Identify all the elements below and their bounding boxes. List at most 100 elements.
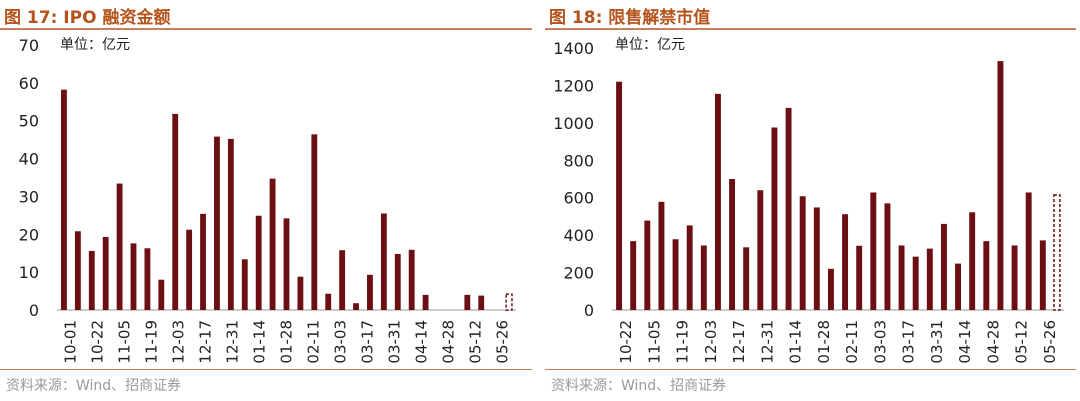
bar [464, 294, 471, 310]
bar [644, 220, 651, 310]
lockup-expiry-panel: 图 18: 限售解禁市值 单位：亿元 0 200 400 600 800 1000 1200 1… [545, 0, 1080, 401]
x-tick-label: 03-31 [386, 320, 404, 364]
x-tick-label: 12-03 [702, 320, 720, 364]
footer-rule [545, 369, 1076, 370]
bar [926, 248, 933, 310]
y-tick-label: 70 [19, 36, 39, 55]
bar [367, 274, 373, 310]
x-tick-label: 03-31 [928, 320, 946, 364]
ipo-financing-chart: 单位：亿元 0 10 20 30 40 50 60 70 10-01 10-22 11-05 11-19… [19, 36, 516, 364]
bar [898, 245, 905, 310]
x-tick-label: 11-19 [143, 320, 161, 364]
y-tick-label: 1200 [553, 76, 594, 95]
bar [144, 248, 151, 310]
bar [743, 247, 750, 310]
bar [200, 213, 206, 310]
bar [616, 81, 623, 310]
x-tick-label: 04-14 [956, 320, 974, 364]
bar [856, 245, 863, 310]
x-tick-label: 05-26 [494, 320, 512, 364]
bar [88, 250, 95, 310]
bar [757, 190, 764, 310]
x-tick-label: 03-03 [871, 320, 889, 364]
x-tick-label: 10-22 [89, 320, 107, 364]
x-tick-label: 04-28 [984, 320, 1002, 364]
title-rule [545, 28, 1076, 30]
bar [283, 218, 290, 310]
figure-title: 图 18: 限售解禁市值 [549, 8, 711, 28]
y-tick-label: 50 [19, 112, 39, 131]
bar [339, 250, 346, 310]
bar [658, 201, 665, 310]
bar [1039, 240, 1046, 310]
bar [61, 89, 67, 310]
y-tick-label: 30 [19, 187, 39, 206]
bar [686, 225, 693, 310]
bar [870, 192, 877, 310]
bar-forecast [1053, 194, 1061, 311]
bar [1025, 192, 1032, 310]
x-tick-label: 12-03 [170, 320, 188, 364]
x-tick-label: 03-03 [332, 320, 350, 364]
x-tick-label: 02-11 [843, 320, 861, 364]
bar [353, 303, 359, 310]
bar [227, 138, 234, 310]
bar [255, 215, 262, 310]
x-tick-label: 04-28 [440, 320, 458, 364]
x-tick-label: 02-11 [305, 320, 323, 364]
x-tick-label: 11-05 [645, 320, 663, 364]
bar [408, 249, 415, 310]
x-tick-label: 01-14 [787, 320, 805, 364]
bar [394, 253, 401, 310]
x-tick-label: 04-14 [413, 320, 431, 364]
y-tick-label: 600 [563, 189, 594, 208]
title-rule [0, 28, 532, 30]
bar [102, 236, 109, 310]
bar [969, 212, 976, 310]
bar [912, 256, 919, 310]
bar [325, 293, 332, 310]
bar [630, 241, 637, 310]
bar [116, 183, 123, 310]
lockup-expiry-chart: 单位：亿元 0 200 400 600 800 1000 1200 1400 10-22 11-05… [553, 37, 1064, 364]
x-tick-label: 05-12 [467, 320, 485, 364]
x-tick-label: 03-17 [900, 320, 918, 364]
bar [269, 178, 276, 310]
bar [297, 276, 304, 310]
y-tick-label: 0 [29, 301, 39, 320]
bar [771, 127, 778, 310]
source-note: 资料来源：Wind、招商证券 [6, 378, 182, 394]
bar [241, 259, 248, 310]
bar [158, 279, 165, 310]
bar [997, 61, 1004, 310]
bar [186, 229, 193, 310]
x-tick-label: 11-19 [674, 320, 692, 364]
y-tick-label: 40 [19, 150, 39, 169]
x-tick-label: 01-14 [251, 320, 269, 364]
footer-rule [0, 369, 532, 370]
x-tick-label: 10-01 [62, 320, 80, 364]
bar [729, 179, 736, 310]
x-tick-label: 12-17 [197, 320, 215, 364]
bar [74, 231, 81, 310]
bar [380, 213, 387, 310]
y-tick-label: 20 [19, 225, 39, 244]
y-tick-label: 400 [563, 226, 594, 245]
y-tick-label: 0 [584, 301, 594, 320]
bar [214, 136, 220, 310]
bar [422, 294, 429, 310]
y-tick-label: 60 [19, 74, 39, 93]
bar [130, 243, 137, 310]
bar [714, 93, 721, 310]
bar [311, 134, 318, 310]
x-tick-label: 12-31 [224, 320, 242, 364]
y-tick-label: 10 [19, 263, 39, 282]
bar [1011, 245, 1018, 310]
y-tick-label: 800 [563, 151, 594, 170]
figure-title: 图 17: IPO 融资金额 [4, 8, 171, 28]
y-tick-label: 200 [563, 264, 594, 283]
ipo-financing-panel: 图 17: IPO 融资金额 单位：亿元 0 10 20 30 40 50 60 70 10-01… [0, 0, 536, 401]
y-tick-label: 1000 [553, 114, 594, 133]
bar [884, 203, 891, 310]
bar [172, 113, 179, 311]
